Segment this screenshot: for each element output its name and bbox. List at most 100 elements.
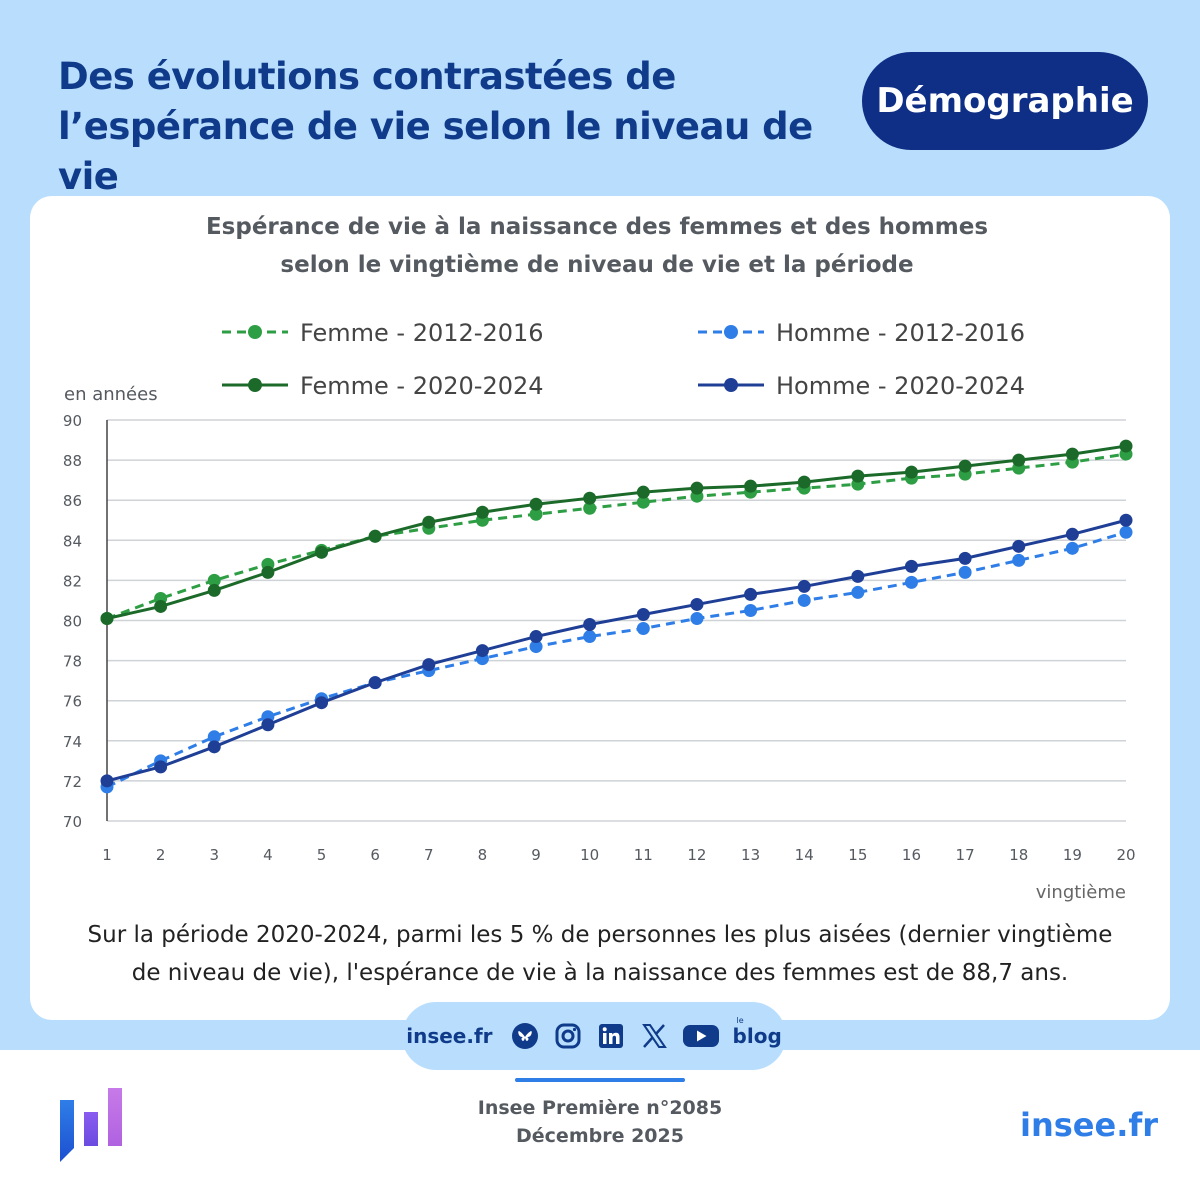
data-point-1 (100, 774, 114, 788)
x-tick-label-6: 6 (370, 846, 380, 864)
y-tick-label-86: 86 (63, 492, 82, 510)
chart-caption: Sur la période 2020-2024, parmi les 5 % … (40, 916, 1160, 992)
data-point-15 (851, 569, 865, 583)
x-tick-label-4: 4 (263, 846, 273, 864)
chart-title: Espérance de vie à la naissance des femm… (0, 208, 1194, 284)
y-tick-label-74: 74 (63, 733, 82, 751)
social-site-link[interactable]: insee.fr (406, 1024, 493, 1048)
y-axis-label: en années (64, 384, 158, 405)
x-tick-label-8: 8 (478, 846, 488, 864)
blog-small-label: le (736, 1016, 744, 1025)
legend-item-homme-2020-2024: Homme - 2020-2024 (698, 372, 1025, 400)
x-icon[interactable] (639, 1021, 669, 1051)
data-point-2 (154, 760, 168, 774)
series-line (106, 530, 1127, 789)
chart-legend: Femme - 2012-2016 Homme - 2012-2016 Femme … (222, 319, 1025, 400)
data-point-1 (100, 611, 114, 625)
bluesky-icon[interactable] (510, 1021, 540, 1051)
legend-label: Homme - 2020-2024 (776, 372, 1025, 400)
data-point-7 (422, 658, 436, 672)
y-tick-label-82: 82 (63, 572, 82, 590)
data-point-9 (529, 507, 543, 521)
data-point-9 (529, 497, 543, 511)
data-point-15 (851, 469, 865, 483)
x-tick-label-14: 14 (795, 846, 814, 864)
caption-line2: de niveau de vie), l'espérance de vie à … (131, 960, 1069, 986)
x-tick-label-17: 17 (956, 846, 975, 864)
data-point-14 (797, 475, 811, 489)
linkedin-icon[interactable] (596, 1021, 626, 1051)
data-point-7 (422, 515, 436, 529)
data-point-11 (636, 607, 650, 621)
data-point-4 (261, 565, 275, 579)
y-tick-label-70: 70 (63, 813, 82, 831)
y-tick-label-90: 90 (63, 412, 82, 430)
data-point-18 (1012, 539, 1026, 553)
legend-label: Femme - 2020-2024 (300, 372, 544, 400)
data-point-3 (207, 740, 221, 754)
x-tick-label-2: 2 (156, 846, 166, 864)
x-axis-label: vingtième (1036, 882, 1126, 903)
page-title: Des évolutions contrastées de l’espéranc… (58, 52, 858, 202)
data-point-20 (1119, 439, 1133, 453)
legend-item-homme-2012-2016: Homme - 2012-2016 (698, 319, 1025, 347)
data-point-19 (1065, 527, 1079, 541)
publication-date: Décembre 2025 (516, 1125, 684, 1147)
instagram-icon[interactable] (553, 1021, 583, 1051)
data-point-6 (368, 676, 382, 690)
data-point-9 (529, 640, 543, 654)
x-tick-label-10: 10 (580, 846, 599, 864)
data-point-6 (368, 529, 382, 543)
data-point-2 (154, 599, 168, 613)
x-tick-label-11: 11 (634, 846, 653, 864)
data-point-10 (583, 618, 597, 632)
x-tick-label-16: 16 (902, 846, 921, 864)
legend-marker (724, 325, 738, 339)
legend-marker (248, 378, 262, 392)
legend-label: Homme - 2012-2016 (776, 319, 1025, 347)
y-tick-label-76: 76 (63, 693, 82, 711)
data-point-10 (583, 491, 597, 505)
series-homme-2020-2024 (100, 513, 1133, 788)
data-point-13 (744, 603, 758, 617)
series-homme-2012-2016 (100, 525, 1133, 794)
caption-line1: Sur la période 2020-2024, parmi les 5 % … (87, 922, 1113, 948)
footer-divider (515, 1078, 685, 1082)
x-tick-label-3: 3 (209, 846, 219, 864)
data-point-13 (744, 479, 758, 493)
data-point-12 (690, 597, 704, 611)
data-point-4 (261, 718, 275, 732)
data-point-8 (475, 505, 489, 519)
series-line (106, 444, 1127, 620)
series-femme-2012-2016 (100, 447, 1133, 625)
chart-card (30, 196, 1170, 1020)
chart-series (100, 439, 1133, 794)
blog-link[interactable]: le blog (732, 1016, 782, 1048)
data-point-10 (583, 630, 597, 644)
youtube-icon[interactable] (682, 1021, 720, 1051)
chart-title-line2: selon le vingtième de niveau de vie et l… (280, 252, 914, 278)
y-tick-label-80: 80 (63, 613, 82, 631)
data-point-15 (851, 585, 865, 599)
footer-site-link[interactable]: insee.fr (1020, 1106, 1159, 1144)
data-point-18 (1012, 453, 1026, 467)
page-title-line1: Des évolutions contrastées de (58, 55, 676, 98)
data-point-19 (1065, 541, 1079, 555)
blog-label: blog (732, 1024, 782, 1048)
data-point-19 (1065, 447, 1079, 461)
x-tick-label-7: 7 (424, 846, 434, 864)
data-point-11 (636, 485, 650, 499)
data-point-14 (797, 593, 811, 607)
data-point-17 (958, 459, 972, 473)
legend-item-femme-2012-2016: Femme - 2012-2016 (222, 319, 544, 347)
data-point-16 (904, 465, 918, 479)
page-title-line2: l’espérance de vie selon le niveau de vi… (58, 105, 813, 198)
x-tick-label-5: 5 (317, 846, 327, 864)
data-point-17 (958, 551, 972, 565)
data-point-8 (475, 644, 489, 658)
y-tick-label-78: 78 (63, 653, 82, 671)
data-point-16 (904, 575, 918, 589)
data-point-20 (1119, 513, 1133, 527)
